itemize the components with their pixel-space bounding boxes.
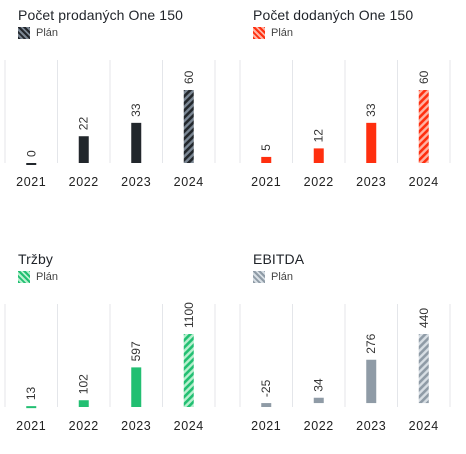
value-label: 102	[77, 374, 91, 394]
value-label: 1100	[182, 302, 196, 328]
x-tick-label: 2023	[356, 175, 386, 189]
value-label: 276	[364, 333, 378, 353]
chart-legend: Plán	[253, 27, 293, 39]
value-label: 12	[312, 129, 326, 143]
plan-legend-swatch	[253, 27, 265, 39]
chart-legend: Plán	[253, 271, 293, 283]
chart-panel-delivered: Počet dodaných One 150 Plán 5 2021 12 2022 3…	[239, 5, 453, 210]
bar-2023	[366, 359, 377, 404]
value-label: 34	[312, 378, 326, 392]
chart-title: Počet dodaných One 150	[253, 7, 414, 23]
plan-legend-swatch	[18, 271, 30, 283]
bar-2024	[183, 90, 194, 163]
value-label: 22	[77, 117, 91, 131]
x-tick-label: 2022	[69, 419, 99, 433]
chart-legend: Plán	[18, 27, 58, 39]
x-tick-label: 2022	[69, 175, 99, 189]
x-tick-label: 2023	[121, 175, 151, 189]
x-tick-label: 2021	[16, 419, 46, 433]
chart-panel-sold: Počet prodaných One 150 Plán 0 2021 22 2022…	[4, 5, 218, 210]
chart-panel-revenue: Tržby Plán 13 2021 102 2022 597 2023 1100 2024	[4, 249, 218, 454]
bar-2021	[261, 156, 272, 163]
x-tick-label: 2021	[251, 419, 281, 433]
x-tick-label: 2023	[356, 419, 386, 433]
bar-2023	[131, 122, 142, 163]
bar-2021	[261, 403, 272, 407]
bar-2022	[313, 148, 324, 163]
x-tick-label: 2024	[409, 175, 439, 189]
value-label: 60	[182, 70, 196, 84]
chart-legend: Plán	[18, 271, 58, 283]
x-tick-label: 2024	[174, 175, 204, 189]
x-tick-label: 2024	[174, 419, 204, 433]
bar-2022	[78, 136, 89, 163]
bar-2023	[131, 367, 142, 407]
plan-legend-swatch	[253, 271, 265, 283]
value-label: 33	[364, 103, 378, 117]
x-tick-label: 2024	[409, 419, 439, 433]
bar-chart: 0 2021 22 2022 33 2023 60 2024	[4, 60, 216, 189]
x-tick-label: 2022	[304, 419, 334, 433]
bar-chart: 13 2021 102 2022 597 2023 1100 2024	[4, 302, 216, 433]
bar-chart: -25 2021 34 2022 276 2023 440 2024	[239, 304, 451, 433]
x-tick-label: 2022	[304, 175, 334, 189]
plan-legend-label: Plán	[271, 271, 294, 283]
plan-legend-label: Plán	[271, 27, 294, 39]
plan-legend-label: Plán	[36, 271, 59, 283]
bar-chart: 5 2021 12 2022 33 2023 60 2024	[239, 60, 451, 189]
chart-title: Tržby	[18, 251, 53, 267]
chart-panel-ebitda: EBITDA Plán -25 2021 34 2022 276 2023 440 2024	[239, 249, 453, 454]
value-label: 597	[129, 341, 143, 361]
bar-2024	[183, 334, 194, 407]
bar-2021	[26, 406, 37, 409]
bar-2024	[418, 90, 429, 163]
bar-2022	[78, 400, 89, 407]
x-tick-label: 2021	[251, 175, 281, 189]
value-label: 60	[417, 70, 431, 84]
value-label: 5	[259, 144, 273, 151]
value-label: 33	[129, 103, 143, 117]
chart-title: EBITDA	[253, 251, 305, 267]
value-label: 0	[24, 150, 38, 157]
value-label: 13	[24, 386, 38, 400]
chart-title: Počet prodaných One 150	[18, 7, 183, 23]
x-tick-label: 2023	[121, 419, 151, 433]
x-tick-label: 2021	[16, 175, 46, 189]
plan-legend-label: Plán	[36, 27, 59, 39]
bar-2021	[26, 163, 37, 165]
value-label: -25	[259, 379, 273, 397]
bar-2023	[366, 122, 377, 163]
bar-2024	[418, 334, 429, 404]
bar-2022	[313, 397, 324, 404]
plan-legend-swatch	[18, 27, 30, 39]
value-label: 440	[417, 308, 431, 328]
